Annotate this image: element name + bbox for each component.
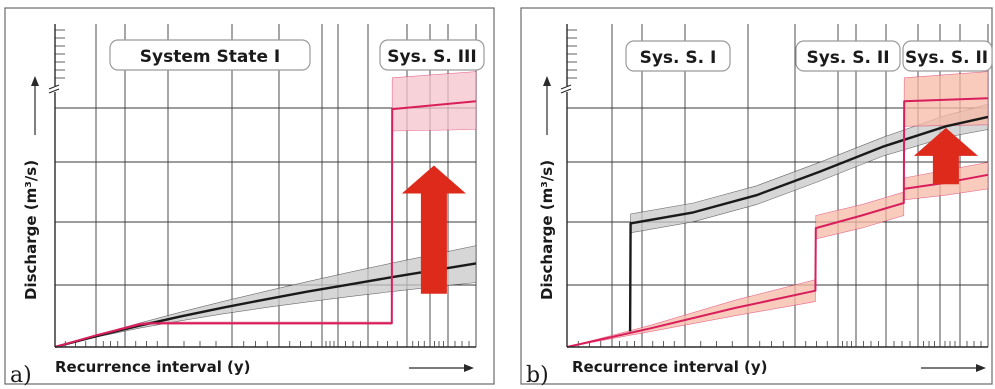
panel-b-state-box-3 — [902, 40, 993, 72]
panel-b-xlabel: Recurrence interval (y) — [572, 358, 768, 376]
panel-b-y-direction-head — [543, 76, 551, 86]
panel-a-frame — [4, 7, 495, 385]
panel-a-arrow-0 — [401, 165, 466, 294]
panel-a-y-direction-head — [31, 76, 39, 86]
panel-a-state-label-1: System State I — [140, 47, 280, 67]
panel-b-arrow — [913, 127, 978, 185]
panel-b-line-0 — [628, 115, 989, 332]
panel-a-lines — [54, 100, 477, 349]
panel-b-state-label-3: Sys. S. II — [905, 48, 988, 68]
panel-a-state-label-2: Sys. S. III — [387, 47, 476, 67]
panel-b-state-label-2: Sys. S. II — [806, 48, 889, 68]
panel-b-state-label-1: Sys. S. I — [640, 48, 717, 68]
panel-b-state-box-1 — [625, 40, 731, 72]
panel-b-axis-break-1 — [560, 84, 572, 90]
panel-a-line-1 — [54, 100, 477, 348]
panel-b-axis-break-2 — [560, 88, 572, 94]
panel-b-ylabel: Discharge (m³/s) — [538, 160, 556, 300]
panel-b-labels: Sys. S. I Sys. S. II Sys. S. II Recurren… — [526, 40, 993, 388]
panel-b-x-direction-head — [976, 364, 986, 372]
panel-a-state-box-2 — [379, 39, 485, 71]
panel-a-labels: System State I Sys. S. III Recurrence in… — [10, 39, 485, 388]
panel-b-letter: b) — [526, 363, 549, 388]
panel-b-state-box-2 — [795, 40, 901, 72]
panel-b-axes — [543, 24, 988, 372]
panel-a-axis-break-2 — [48, 88, 60, 94]
panel-a-xlabel: Recurrence interval (y) — [55, 358, 251, 376]
panel-a-x-direction-head — [464, 364, 474, 372]
panel-a-axis-break-gap — [51, 86, 59, 92]
panel-a-bands — [54, 71, 477, 348]
panel-a-letter: a) — [10, 363, 32, 388]
panel-a: System State I Sys. S. III Recurrence in… — [4, 7, 495, 388]
panel-a-arrow — [401, 165, 466, 294]
panel-b-arrow-0 — [913, 127, 978, 185]
panel-a-state-box-1 — [109, 39, 311, 71]
panel-b-axis-break-gap — [563, 86, 571, 92]
panel-a-axis-break-1 — [48, 84, 60, 90]
panel-a-axes — [31, 24, 476, 372]
panel-a-ylabel: Discharge (m³/s) — [22, 160, 40, 300]
panel-b: Sys. S. I Sys. S. II Sys. S. II Recurren… — [520, 7, 993, 388]
panel-b-grid — [566, 24, 989, 347]
panel-b-frame — [520, 7, 993, 385]
